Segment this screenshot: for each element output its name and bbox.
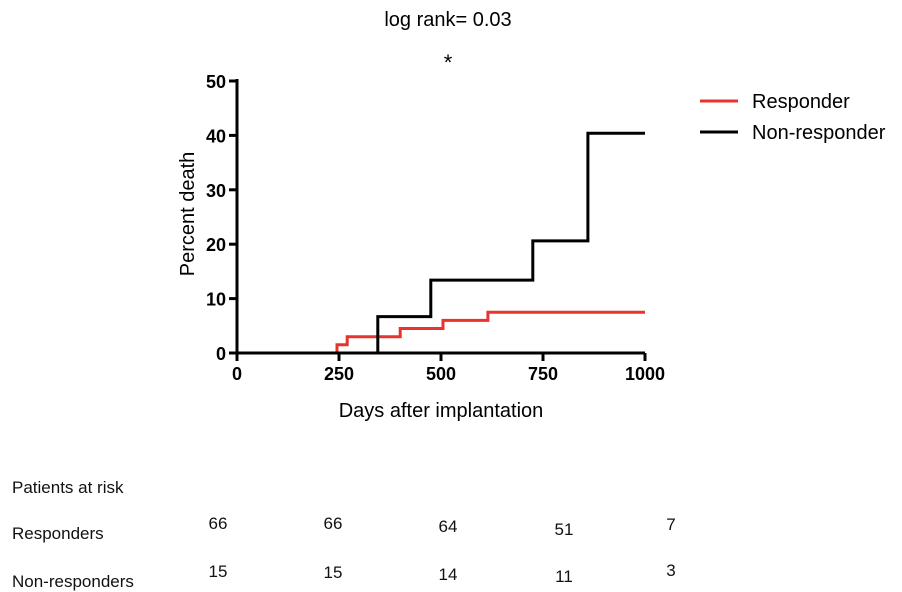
risk-cell: 15	[208, 562, 228, 581]
x-tick-label: 250	[324, 364, 354, 384]
y-axis-label: Percent death	[177, 152, 199, 277]
legend-label-responder: Responder	[752, 91, 850, 113]
risk-row-label: Responders	[12, 524, 104, 543]
legend-label-non-responder: Non-responder	[752, 122, 886, 144]
x-axis-label: Days after implantation	[339, 400, 544, 422]
y-tick-label: 10	[206, 290, 226, 310]
y-tick-label: 50	[206, 72, 226, 92]
legend: Responder Non-responder	[700, 91, 886, 144]
y-tick-label: 0	[216, 344, 226, 364]
risk-row-label: Non-responders	[12, 572, 134, 591]
km-chart: log rank= 0.03 * 0 10 20 30 40 50 0 250 500 750 1…	[177, 9, 886, 422]
risk-cell: 15	[323, 563, 343, 582]
chart-title: log rank= 0.03	[384, 9, 511, 31]
x-ticks: 0 250 500 750 1000	[232, 353, 665, 384]
risk-cell: 7	[666, 515, 676, 534]
risk-cell: 11	[555, 567, 573, 586]
risk-cell: 14	[438, 565, 458, 584]
y-tick-label: 40	[206, 126, 226, 146]
y-ticks: 0 10 20 30 40 50	[206, 72, 237, 364]
x-tick-label: 750	[528, 364, 558, 384]
x-tick-label: 0	[232, 364, 242, 384]
risk-cell: 66	[323, 514, 343, 533]
y-tick-label: 30	[206, 181, 226, 201]
x-tick-label: 1000	[625, 364, 665, 384]
series-line-non-responder	[237, 131, 645, 355]
risk-cell: 3	[666, 561, 676, 580]
x-tick-label: 500	[426, 364, 456, 384]
y-tick-label: 20	[206, 235, 226, 255]
risk-table-title: Patients at risk	[12, 478, 124, 497]
significance-annotation: *	[444, 50, 453, 75]
risk-cell: 51	[554, 520, 574, 539]
series-line-responder	[237, 310, 645, 355]
risk-cell: 66	[208, 514, 228, 533]
series-lines	[237, 131, 645, 355]
risk-cell: 64	[438, 517, 458, 536]
